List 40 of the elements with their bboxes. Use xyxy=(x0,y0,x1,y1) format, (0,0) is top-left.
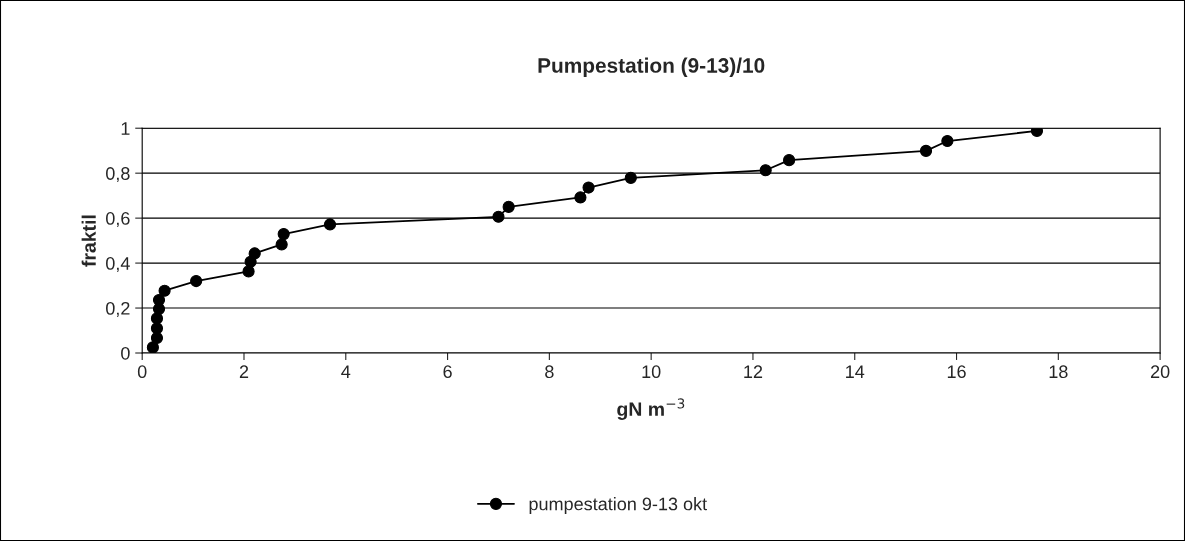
y-tick-label: 0,8 xyxy=(106,167,130,183)
chart-title: Pumpestation (9-13)/10 xyxy=(538,57,765,77)
point xyxy=(150,322,164,335)
x-tick-label: 14 xyxy=(846,365,865,378)
x-axis-title: gN m$^{−3}$ xyxy=(617,398,685,420)
point xyxy=(919,144,933,157)
x-tick-label: 6 xyxy=(443,365,452,379)
y-tick-label: 0,6 xyxy=(106,212,130,227)
x-tick-label: 20 xyxy=(1150,365,1170,379)
y-tick-label: 0 xyxy=(121,346,130,360)
legend-label: pumpestation 9-13 okt xyxy=(529,497,707,514)
point xyxy=(248,247,261,260)
point xyxy=(158,284,171,297)
y-tick-label: 1 xyxy=(121,122,130,135)
y-axis-title: fraktil xyxy=(81,215,96,267)
y-tick-label: 0,2 xyxy=(106,301,130,317)
point xyxy=(275,238,288,251)
x-tick-label: 12 xyxy=(744,365,763,378)
point xyxy=(277,228,290,241)
x-tick-label: 10 xyxy=(642,365,661,379)
x-tick-label: 0 xyxy=(137,365,147,379)
point xyxy=(492,210,505,223)
point xyxy=(150,331,164,345)
x-tick-label: 16 xyxy=(947,365,966,379)
point xyxy=(190,275,203,288)
point xyxy=(146,341,159,353)
point xyxy=(152,293,166,307)
point xyxy=(624,171,637,184)
y-tick-label: 0,4 xyxy=(106,257,130,272)
point xyxy=(574,191,587,204)
point xyxy=(582,181,595,194)
x-tick-label: 8 xyxy=(545,365,554,379)
x-tick-label: 18 xyxy=(1049,365,1068,379)
point xyxy=(502,200,515,213)
point xyxy=(941,134,954,148)
point xyxy=(759,164,772,177)
x-tick-label: 4 xyxy=(341,365,351,378)
x-tick-label: 2 xyxy=(239,365,249,378)
point xyxy=(323,218,337,231)
point xyxy=(783,154,796,167)
